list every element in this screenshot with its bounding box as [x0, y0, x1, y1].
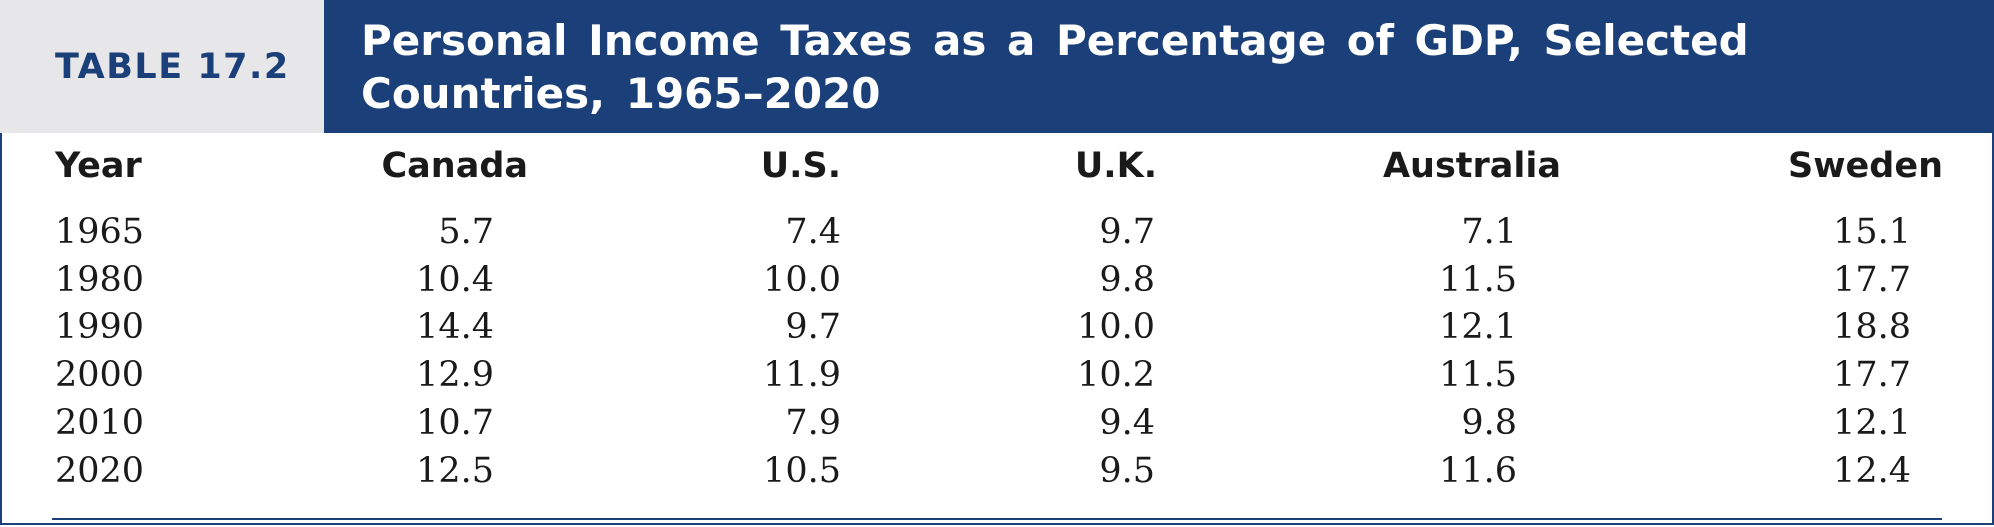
- table-cell: 7.1: [1461, 212, 1517, 252]
- table-cell: 11.9: [763, 355, 841, 396]
- table-number: TABLE 17.2: [55, 46, 290, 87]
- table-cell: 17.7: [1833, 355, 1911, 396]
- table-cell: 18.8: [1833, 307, 1911, 348]
- table-cell: 9.8: [1099, 259, 1155, 300]
- table-cell: 9.4: [1099, 402, 1155, 443]
- column-header: U.K.: [1074, 146, 1157, 186]
- table-cell: 7.4: [785, 212, 841, 252]
- column-header: Canada: [381, 146, 528, 186]
- table-cell: 10.7: [416, 402, 494, 443]
- table-header: TABLE 17.2 Personal Income Taxes as a Pe…: [0, 0, 1994, 133]
- row-year-cell: 1980: [55, 259, 145, 300]
- row-year-cell: 2010: [55, 402, 145, 443]
- column-header: Year: [55, 146, 142, 186]
- table-cell: 11.5: [1439, 355, 1517, 396]
- table-cell: 11.5: [1439, 259, 1517, 300]
- table-cell: 9.7: [785, 307, 841, 348]
- column-header: Australia: [1382, 146, 1561, 186]
- table-cell: 12.1: [1439, 307, 1517, 348]
- row-year-cell: 1965: [55, 212, 145, 252]
- table-cell: 10.0: [1077, 307, 1155, 348]
- table-title: Personal Income Taxes as a Percentage of…: [361, 16, 1749, 118]
- table-cell: 12.5: [416, 450, 494, 491]
- table-cell: 10.0: [763, 259, 841, 300]
- table-cell: 17.7: [1833, 259, 1911, 300]
- row-year-cell: 1990: [55, 307, 145, 348]
- table-cell: 12.4: [1833, 450, 1911, 491]
- table-cell: 10.5: [763, 450, 841, 491]
- table-cell: 9.5: [1099, 450, 1155, 491]
- table-cell: 12.9: [416, 355, 494, 396]
- bottom-rule: [52, 518, 1942, 520]
- table-title-box: Personal Income Taxes as a Percentage of…: [324, 0, 1994, 133]
- table-cell: 15.1: [1833, 212, 1911, 252]
- column-header: Sweden: [1788, 146, 1943, 186]
- row-year-cell: 2000: [55, 355, 145, 396]
- table-cell: 14.4: [416, 307, 494, 348]
- column-header: U.S.: [760, 146, 841, 186]
- row-year-cell: 2020: [55, 450, 145, 491]
- table-cell: 9.8: [1461, 402, 1517, 443]
- table-cell: 10.2: [1077, 355, 1155, 396]
- table-cell: 9.7: [1099, 212, 1155, 252]
- table-number-box: TABLE 17.2: [0, 0, 324, 133]
- table-cell: 11.6: [1439, 450, 1517, 491]
- table-cell: 5.7: [438, 212, 494, 252]
- table-cell: 7.9: [785, 402, 841, 443]
- table-cell: 12.1: [1833, 402, 1911, 443]
- table-cell: 10.4: [416, 259, 494, 300]
